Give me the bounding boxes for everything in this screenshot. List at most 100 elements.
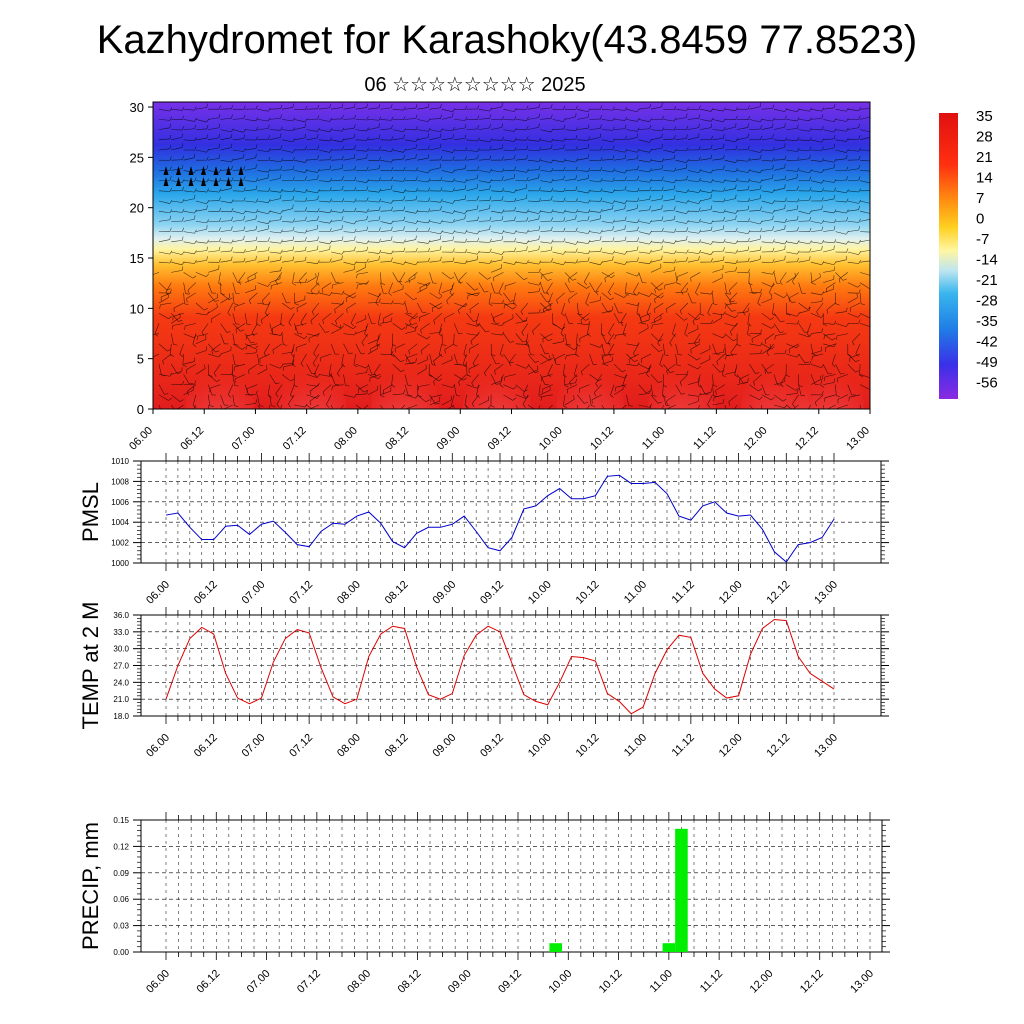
wind-barb [684, 323, 689, 335]
wind-barb [810, 292, 822, 296]
wind-barb-flag [608, 332, 612, 337]
wind-barb [272, 323, 283, 329]
wind-barb [540, 170, 552, 172]
wind-barb-flag [759, 396, 763, 400]
wind-barb-flag [280, 133, 282, 138]
wind-barb-flag [174, 411, 175, 415]
wind-barb [158, 148, 170, 151]
wind-barb [503, 149, 515, 152]
wind-barb-flag [602, 355, 604, 360]
wind-barb [700, 359, 711, 365]
wind-barb [368, 168, 380, 171]
wind-barb [563, 394, 566, 406]
wind-barb [441, 116, 453, 120]
wind-barb [428, 364, 430, 376]
wind-barb-flag [329, 165, 332, 170]
wind-barb [847, 168, 859, 171]
wind-barb-flag [587, 240, 591, 244]
wind-barb [687, 292, 693, 304]
wind-barb-flag [192, 343, 197, 347]
wind-barb-flag [311, 311, 315, 316]
wind-barb [581, 363, 590, 372]
wind-barb [441, 190, 453, 192]
wind-barb-flag [674, 167, 677, 172]
wind-barb-flag [538, 395, 543, 398]
wind-barb-flag [514, 198, 517, 202]
wind-barb-flag [759, 169, 763, 173]
wind-barb [454, 168, 466, 171]
wind-barb-flag [551, 187, 554, 192]
wind-barb [724, 210, 736, 214]
wind-barb-flag [735, 227, 738, 232]
wind-barb [675, 108, 687, 111]
wind-barb-flag [378, 375, 382, 379]
wind-barb [540, 374, 546, 385]
wind-barb [306, 129, 318, 132]
wind-barb [404, 394, 416, 399]
wind-barb-flag [413, 297, 418, 301]
wind-barb [859, 312, 870, 319]
wind-barb [245, 210, 257, 214]
wind-barb-flag [169, 209, 173, 214]
wind-barb-flag [735, 145, 738, 150]
wind-barb-flag [598, 378, 602, 382]
wind-barb [690, 343, 701, 350]
wind-barb [591, 394, 602, 400]
wind-barb-flag [427, 282, 431, 286]
wind-barb [700, 221, 712, 225]
wind-barb [390, 343, 393, 355]
wind-barb-flag [608, 291, 612, 296]
wind-barb [429, 239, 441, 243]
wind-barb-flag [710, 290, 714, 295]
wind-barb [368, 127, 379, 130]
wind-barb-flag [489, 185, 491, 190]
x-tick-label: 10.00 [526, 579, 554, 607]
wind-barb [330, 404, 334, 409]
wind-barb-flag [471, 382, 474, 387]
wind-barb [246, 333, 258, 337]
wind-barb-flag [580, 319, 583, 324]
wind-barb [232, 313, 236, 324]
wind-barb-flag [440, 156, 443, 161]
wind-barb [564, 313, 570, 324]
wind-barb [263, 343, 270, 354]
wind-barb [712, 384, 714, 396]
wind-barb-flag [759, 342, 763, 347]
wind-barb-flag [624, 148, 628, 153]
wind-barb [724, 108, 736, 112]
wind-barb-flag [181, 208, 185, 213]
wind-barb-flag [508, 362, 512, 367]
wind-barb [687, 342, 699, 345]
wind-barb [245, 129, 257, 131]
wind-barb [183, 261, 195, 264]
wind-barb-flag [179, 399, 184, 402]
wind-barb-flag [309, 401, 312, 406]
wind-barb-flag [354, 186, 357, 191]
wind-barb-flag [735, 194, 737, 199]
wind-barb [697, 374, 701, 386]
x-tick-label: 11.00 [622, 579, 649, 606]
wind-barb-flag [169, 116, 172, 121]
wind-barb [700, 292, 712, 295]
wind-barb-flag [809, 227, 812, 232]
wind-barb-flag [230, 143, 233, 148]
wind-barb-flag [637, 226, 639, 231]
wind-barb [614, 200, 625, 204]
wind-barb-flag [428, 374, 433, 378]
wind-barb [823, 107, 835, 110]
wind-barb [728, 394, 738, 403]
wind-barb [343, 394, 355, 398]
wind-barb [183, 389, 194, 396]
wind-barb-flag [261, 300, 265, 305]
wind-barb [429, 353, 433, 365]
wind-barb-flag [611, 416, 614, 418]
wind-barb [860, 260, 870, 263]
wind-barb-flag [672, 333, 676, 337]
wind-barb [773, 241, 785, 245]
wind-barb-flag [710, 220, 714, 224]
wind-barb-flag [636, 117, 640, 122]
wind-barb-flag [772, 239, 775, 244]
wind-barb-flag [192, 405, 197, 409]
wind-barb [269, 108, 281, 110]
wind-barb-flag [255, 236, 258, 241]
